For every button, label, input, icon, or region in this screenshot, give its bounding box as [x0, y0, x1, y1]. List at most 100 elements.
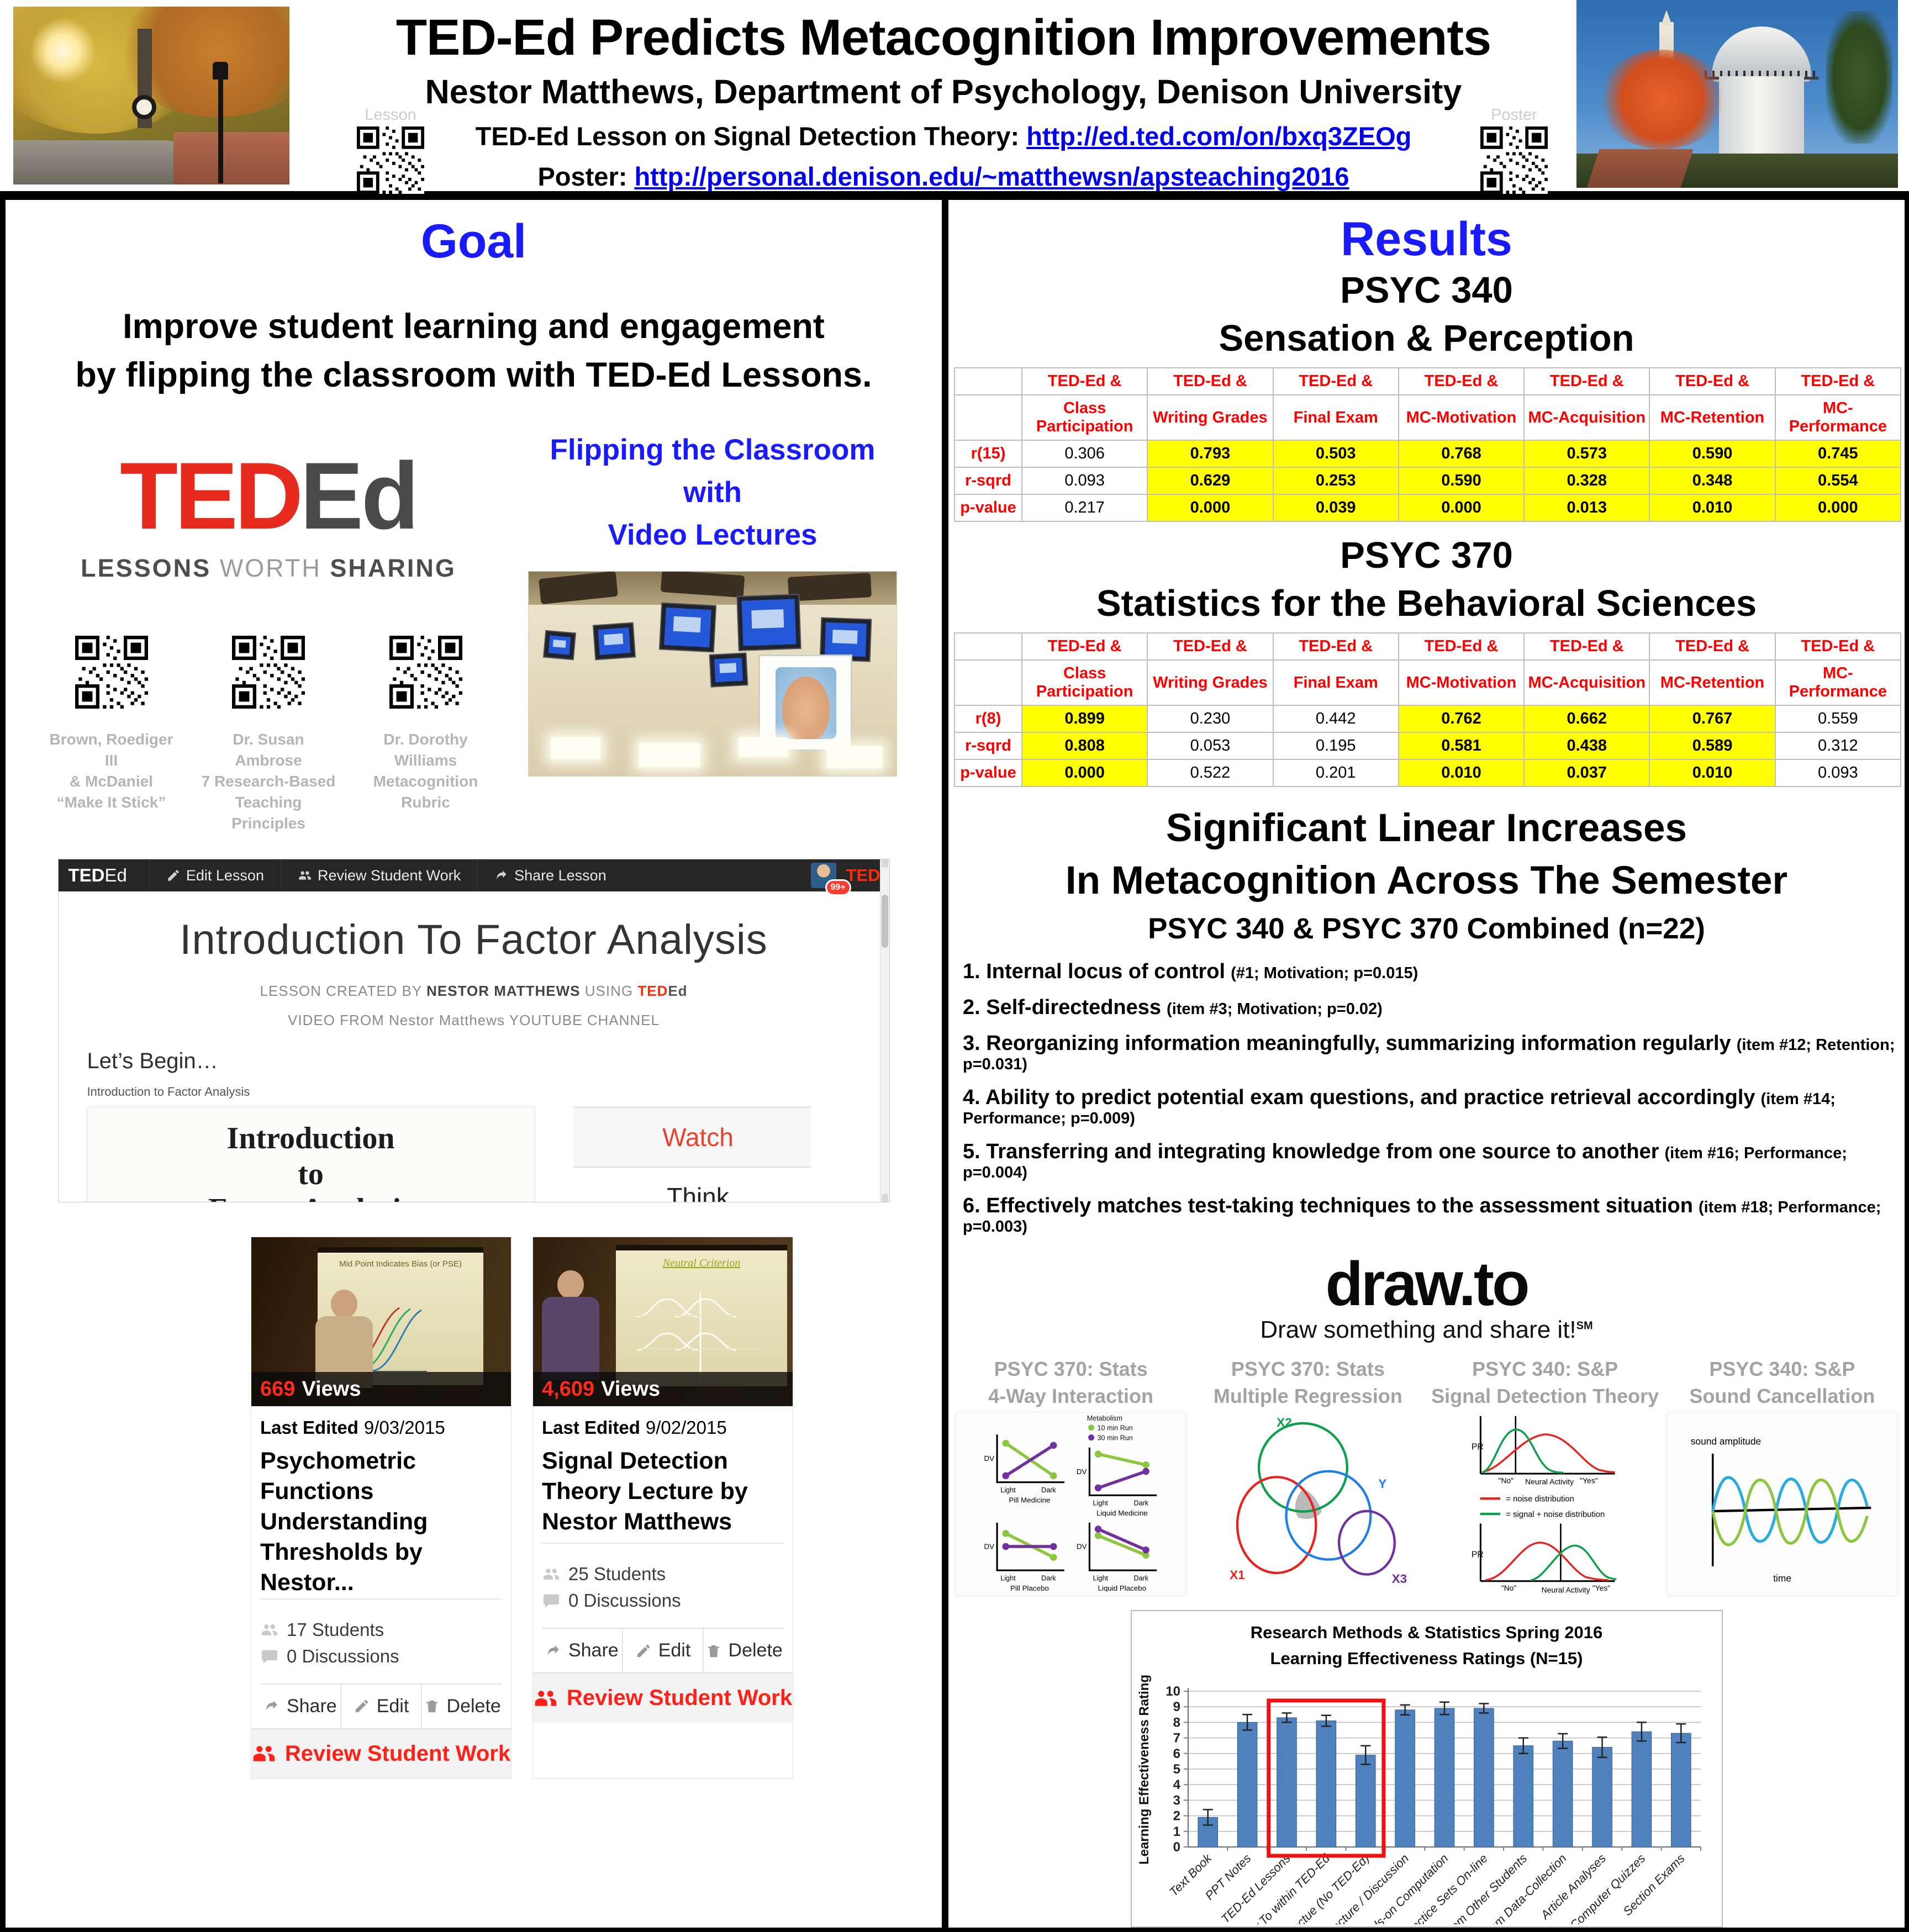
share-button[interactable]: Share: [542, 1629, 622, 1672]
lesson-title: Introduction To Factor Analysis: [180, 916, 768, 964]
increase-item: 6. Effectively matches test-taking techn…: [963, 1194, 1905, 1236]
lesson-section-menu: Watch Think Dig Deeper: [573, 1107, 811, 1202]
table-cell: 0.573: [1523, 440, 1650, 468]
goal-text-line2: by flipping the classroom with TED-Ed Le…: [75, 356, 872, 395]
tab-think[interactable]: Think: [573, 1168, 811, 1202]
edit-button[interactable]: Edit: [621, 1629, 703, 1673]
increase-text: 1. Internal locus of control: [963, 960, 1226, 983]
scrollbar-thumb[interactable]: [881, 895, 888, 948]
panel-signal-detection: PSYC 340: S&P Signal Detection Theory PR …: [1430, 1356, 1661, 1596]
lesson-link[interactable]: http://ed.ted.com/on/bxq3ZEOg: [1026, 122, 1412, 151]
table-cell: 0.768: [1398, 440, 1525, 468]
svg-text:"No": "No": [1501, 1583, 1516, 1592]
review-student-work-button[interactable]: Review Student Work: [533, 1672, 793, 1723]
video-title[interactable]: Signal Detection Theory Lecture by Nesto…: [542, 1448, 748, 1535]
share-lesson-button[interactable]: Share Lesson: [477, 859, 623, 892]
share-icon: [266, 1701, 277, 1711]
column-header: MC-Acquisition: [1523, 659, 1650, 706]
lesson-card-psychometric: Mid Point Indicates Bias (or PSE) 669 Vie…: [251, 1237, 511, 1779]
table-row: p-value 0.000 0.522 0.201 0.010 0.037 0.010 0.0…: [954, 759, 1902, 787]
table-row: r-sqrd 0.093 0.629 0.253 0.590 0.328 0.348 0.55…: [954, 467, 1902, 495]
observatory-photo: [1576, 0, 1898, 188]
panel-multiple-regression: PSYC 370: Stats Multiple Regression X2 Y …: [1192, 1356, 1423, 1596]
teded-nav-logo[interactable]: TEDEd: [68, 865, 127, 886]
lesson-card-signal-detection: Neutral Criterion 4,609 Views: [532, 1237, 793, 1779]
scrollbar[interactable]: [879, 859, 889, 1202]
svg-text:DV: DV: [1077, 1468, 1087, 1476]
table-cell: 0.522: [1147, 759, 1274, 787]
column-header: TED-Ed &: [1649, 367, 1776, 395]
header-divider: [0, 191, 1909, 200]
increase-item: 3. Reorganizing information meaningfully…: [963, 1032, 1905, 1074]
review-student-work-nav-button[interactable]: Review Student Work: [280, 859, 477, 892]
goal-column: Goal Improve student learning and engage…: [6, 200, 942, 1928]
increase-text: 5. Transferring and integrating knowledg…: [963, 1140, 1659, 1163]
lesson-video-from: VIDEO FROM Nestor Matthews YOUTUBE CHANN…: [288, 1012, 660, 1029]
row-label: p-value: [954, 494, 1022, 522]
view-count: 669: [260, 1377, 296, 1401]
column-header: TED-Ed &: [1021, 632, 1148, 661]
y-tick-label: 4: [1173, 1777, 1180, 1792]
panel-4way-interaction: PSYC 370: Stats 4-Way Interaction Metabol…: [955, 1356, 1187, 1596]
share-icon: [547, 1645, 559, 1655]
delete-button[interactable]: Delete: [703, 1629, 784, 1673]
increase-item: 4. Ability to predict potential exam que…: [963, 1086, 1905, 1128]
svg-text:Metabolism: Metabolism: [1087, 1414, 1122, 1422]
y-tick-label: 7: [1173, 1731, 1180, 1746]
qr-caption: Dr. Dorothy Williams Metacognition Rubri…: [373, 731, 478, 811]
notification-badge: 99+: [825, 879, 851, 896]
svg-text:Neural Activity: Neural Activity: [1541, 1586, 1590, 1595]
ted-logo[interactable]: TED: [846, 865, 880, 885]
video-thumbnail[interactable]: Mid Point Indicates Bias (or PSE) 669 Vie…: [251, 1237, 511, 1407]
discussions-count: 0 Discussions: [287, 1645, 399, 1666]
bar: [1473, 1708, 1494, 1847]
table-cell: 0.253: [1272, 467, 1399, 495]
svg-text:Light: Light: [1000, 1574, 1016, 1582]
delete-button[interactable]: Delete: [421, 1684, 502, 1728]
students-count: 17 Students: [287, 1619, 384, 1640]
qr-caption: Brown, Roediger III & McDaniel “Make It …: [49, 731, 173, 811]
row-label: r-sqrd: [954, 732, 1022, 760]
table-cell: 0.629: [1147, 467, 1274, 495]
lesson-video-thumbnail[interactable]: Introduction to Factor Analysis: [87, 1107, 535, 1202]
column-header: TED-Ed &: [1649, 632, 1776, 661]
svg-text:PR: PR: [1471, 1550, 1483, 1559]
drawto-tagline: Draw something and share it!: [1260, 1316, 1576, 1343]
students-icon: [261, 1624, 278, 1635]
psyc370-correlation-table: TED-Ed & TED-Ed & TED-Ed & TED-Ed & TED-Ed &…: [948, 625, 1905, 787]
video-thumbnail[interactable]: Neutral Criterion 4,609 Views: [533, 1237, 793, 1407]
column-header: Class Participation: [1021, 394, 1148, 441]
increase-stat-note: (item #12; Retention; p=0.031): [963, 1036, 1895, 1073]
column-header: MC-Acquisition: [1523, 394, 1650, 441]
column-header: TED-Ed &: [1147, 632, 1274, 661]
poster-title: TED-Ed Predicts Metacognition Improvemen…: [395, 9, 1491, 66]
table-cell: 0.037: [1523, 759, 1650, 787]
table-row: r(15) 0.306 0.793 0.503 0.768 0.573 0.590 0.745: [954, 440, 1902, 468]
edit-button[interactable]: Edit: [340, 1684, 421, 1728]
edit-lesson-button[interactable]: Edit Lesson: [149, 859, 281, 892]
correlation-table: TED-Ed & TED-Ed & TED-Ed & TED-Ed & TED-Ed &…: [954, 632, 1902, 787]
avatar[interactable]: 99+: [810, 863, 851, 896]
people-icon: [299, 871, 311, 880]
poster-link[interactable]: http://personal.denison.edu/~matthewsn/a…: [634, 162, 1349, 191]
poster-qr-code: [1480, 126, 1548, 194]
svg-text:"Yes": "Yes": [1592, 1583, 1610, 1592]
table-cell: 0.559: [1774, 705, 1902, 733]
increase-stat-note: (item #14; Performance; p=0.009): [963, 1090, 1836, 1127]
tab-watch[interactable]: Watch: [573, 1107, 811, 1168]
increases-list: 1. Internal locus of control (#1; Motivat…: [963, 960, 1905, 1236]
lets-begin-heading: Let’s Begin…: [87, 1049, 218, 1074]
scroll-down-arrow[interactable]: [881, 1194, 888, 1202]
share-button[interactable]: Share: [260, 1685, 340, 1728]
lesson-navbar: TEDEd Edit Lesson Review Student Work Sh…: [58, 859, 889, 896]
video-title[interactable]: Psychometric Functions Understanding Thr…: [260, 1448, 428, 1596]
svg-text:Dark: Dark: [1041, 1486, 1056, 1494]
scroll-up-arrow[interactable]: [881, 859, 888, 868]
review-student-work-button[interactable]: Review Student Work: [251, 1728, 511, 1778]
svg-text:Liquid Medicine: Liquid Medicine: [1096, 1509, 1148, 1517]
results-heading: Results: [1341, 213, 1512, 266]
svg-text:Light: Light: [1093, 1499, 1109, 1507]
svg-text:"Yes": "Yes": [1580, 1476, 1598, 1485]
table-cell: 0.306: [1021, 440, 1148, 468]
